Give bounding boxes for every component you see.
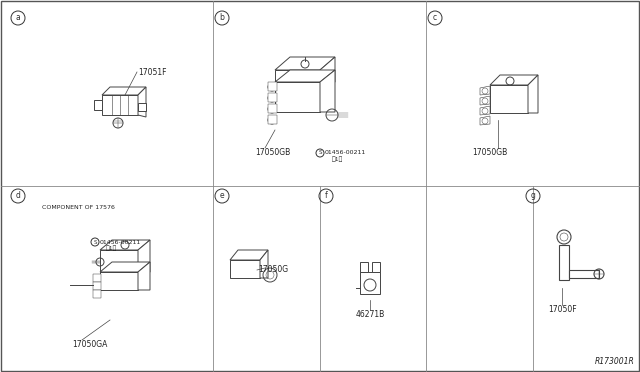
Bar: [230, 260, 260, 278]
Polygon shape: [138, 262, 150, 290]
Text: f: f: [324, 192, 328, 201]
Bar: [569, 270, 599, 278]
Text: S: S: [318, 151, 322, 155]
Polygon shape: [480, 96, 490, 105]
Polygon shape: [138, 240, 150, 272]
Bar: [100, 250, 138, 272]
Bar: [372, 262, 380, 272]
Bar: [268, 93, 277, 102]
Text: COMPONENT OF 17576: COMPONENT OF 17576: [42, 205, 115, 210]
Text: 17050F: 17050F: [548, 305, 577, 314]
Polygon shape: [260, 250, 268, 278]
Text: 17050GB: 17050GB: [255, 148, 291, 157]
Polygon shape: [275, 70, 335, 82]
Text: 17050GA: 17050GA: [72, 340, 108, 349]
Bar: [360, 262, 368, 272]
Bar: [93, 282, 101, 289]
Polygon shape: [275, 57, 335, 70]
Text: c: c: [433, 13, 437, 22]
Text: b: b: [220, 13, 225, 22]
Polygon shape: [230, 250, 268, 260]
Bar: [275, 82, 320, 112]
Bar: [360, 272, 380, 294]
Polygon shape: [528, 75, 538, 113]
Bar: [268, 104, 277, 113]
Bar: [268, 115, 277, 124]
Text: a: a: [15, 13, 20, 22]
Bar: [138, 103, 146, 111]
Polygon shape: [320, 70, 335, 112]
Bar: [94, 100, 102, 110]
Text: （1）: （1）: [332, 156, 344, 162]
Text: 01456-00211: 01456-00211: [325, 151, 366, 155]
Bar: [275, 70, 320, 82]
Polygon shape: [480, 116, 490, 125]
Polygon shape: [480, 86, 490, 95]
Text: d: d: [15, 192, 20, 201]
Polygon shape: [138, 87, 146, 117]
Polygon shape: [102, 87, 146, 95]
Text: 01456-00211: 01456-00211: [100, 240, 141, 244]
Text: g: g: [531, 192, 536, 201]
Polygon shape: [100, 262, 150, 272]
Bar: [559, 245, 569, 280]
Bar: [490, 85, 528, 113]
Polygon shape: [320, 57, 335, 82]
Text: 17050G: 17050G: [258, 266, 288, 275]
Bar: [102, 95, 138, 115]
Polygon shape: [480, 106, 490, 115]
Text: 46271B: 46271B: [355, 310, 385, 319]
Text: 17050GB: 17050GB: [472, 148, 508, 157]
Text: 17051F: 17051F: [138, 68, 166, 77]
Text: S: S: [93, 240, 97, 244]
Bar: [268, 82, 277, 91]
Text: e: e: [220, 192, 224, 201]
Bar: [93, 273, 101, 282]
Polygon shape: [100, 240, 150, 250]
Text: R173001R: R173001R: [595, 357, 635, 366]
Bar: [100, 272, 138, 290]
Polygon shape: [490, 75, 538, 85]
Text: （1）: （1）: [106, 245, 117, 251]
Bar: [93, 289, 101, 298]
